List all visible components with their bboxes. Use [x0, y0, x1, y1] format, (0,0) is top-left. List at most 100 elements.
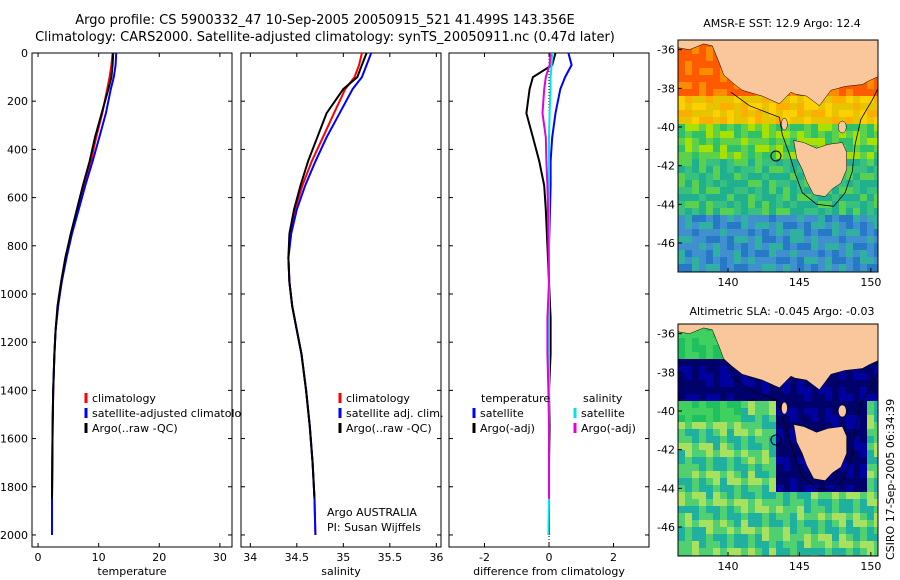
map-cell	[706, 338, 714, 346]
map-cell	[741, 215, 749, 223]
map-cell	[748, 145, 756, 153]
map-cell	[804, 208, 812, 216]
map-cell	[706, 443, 714, 451]
map-cell	[692, 485, 700, 493]
map-cell	[867, 485, 875, 493]
map-cell	[804, 401, 812, 409]
map-cell	[741, 96, 749, 104]
map-cell	[741, 138, 749, 146]
map-cell	[755, 471, 763, 479]
map-cell	[853, 499, 861, 507]
map-cell	[797, 450, 805, 458]
map-cell	[699, 131, 707, 139]
argo-location-marker	[770, 434, 782, 446]
map-cell	[706, 345, 714, 353]
map-cell	[699, 429, 707, 437]
map-cell	[867, 215, 875, 223]
map-cell	[685, 180, 693, 188]
map-cell	[748, 457, 756, 465]
map-cell	[755, 450, 763, 458]
map-cell	[853, 187, 861, 195]
map-cell	[769, 243, 777, 251]
map-cell	[846, 187, 854, 195]
map-cell	[797, 534, 805, 542]
map-cell	[853, 464, 861, 472]
map-cell	[713, 548, 721, 556]
annotation-platform: Argo AUSTRALIA	[327, 506, 417, 519]
map-cell	[727, 187, 735, 195]
map-cell	[867, 117, 875, 125]
map-cell	[734, 499, 742, 507]
x-tick-label: 145	[789, 560, 810, 573]
map-cell	[692, 450, 700, 458]
map-cell	[713, 436, 721, 444]
map-cell	[783, 387, 791, 395]
map-cell	[867, 436, 875, 444]
map-cell	[769, 222, 777, 230]
map-cell	[762, 215, 770, 223]
map-cell	[818, 250, 826, 258]
map-cell	[867, 82, 875, 90]
map-cell	[790, 506, 798, 514]
map-cell	[755, 96, 763, 104]
map-cell	[706, 394, 714, 402]
map-cell	[713, 208, 721, 216]
map-cell	[860, 492, 868, 500]
map-cell	[811, 401, 819, 409]
map-cell	[678, 61, 686, 69]
map-cell	[748, 124, 756, 132]
map-cell	[699, 499, 707, 507]
map-cell	[734, 180, 742, 188]
map-cell	[874, 513, 878, 521]
map-cell	[748, 485, 756, 493]
map-cell	[825, 201, 833, 209]
map-cell	[720, 457, 728, 465]
map-cell	[692, 345, 700, 353]
map-cell	[825, 257, 833, 265]
map-cell	[678, 429, 686, 437]
map-cell	[762, 103, 770, 111]
map-cell	[811, 415, 819, 423]
map-cell	[678, 387, 686, 395]
map-cell	[797, 173, 805, 181]
map-cell	[720, 138, 728, 146]
map-cell	[762, 457, 770, 465]
map-cell	[825, 394, 833, 402]
map-cell	[825, 415, 833, 423]
map-cell	[853, 471, 861, 479]
map-cell	[867, 208, 875, 216]
map-cell	[790, 464, 798, 472]
map-cell	[720, 534, 728, 542]
map-cell	[853, 548, 861, 556]
map-cell	[685, 331, 693, 339]
map-cell	[706, 401, 714, 409]
map-cell	[790, 243, 798, 251]
map-cell	[699, 359, 707, 367]
map-cell	[846, 401, 854, 409]
map-cell	[797, 527, 805, 535]
map-cell	[769, 201, 777, 209]
map-cell	[867, 492, 875, 500]
map-cell	[727, 229, 735, 237]
map-cell	[776, 485, 784, 493]
x-axis-label: temperature	[97, 565, 166, 578]
map-cell	[804, 138, 812, 146]
map-cell	[699, 422, 707, 430]
map-cell	[874, 443, 878, 451]
map-cell	[853, 180, 861, 188]
map-cell	[769, 194, 777, 202]
map-cell	[867, 415, 875, 423]
map-cell	[846, 110, 854, 118]
map-cell	[706, 436, 714, 444]
map-cell	[783, 110, 791, 118]
map-cell	[678, 394, 686, 402]
map-cell	[853, 485, 861, 493]
map-cell	[734, 208, 742, 216]
map-cell	[720, 499, 728, 507]
map-cell	[867, 159, 875, 167]
map-cell	[692, 96, 700, 104]
map-cell	[706, 534, 714, 542]
map-cell	[699, 450, 707, 458]
x-tick-label: 150	[860, 276, 881, 289]
map-cell	[790, 236, 798, 244]
